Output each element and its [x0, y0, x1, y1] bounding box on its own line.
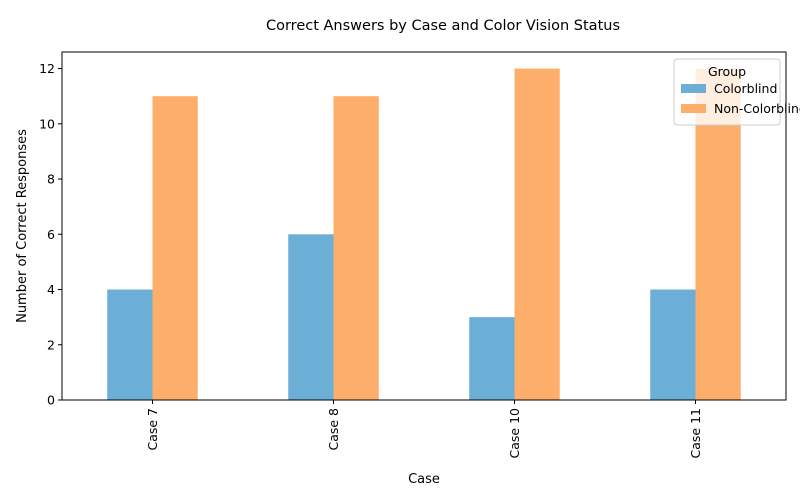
- bar-non-colorblind-case-8: [333, 96, 379, 400]
- y-axis: 0 2 4 6 8 10 12: [39, 61, 62, 408]
- x-tick-label: Case 11: [688, 408, 703, 458]
- y-tick-label: 6: [47, 227, 55, 242]
- y-tick-label: 12: [39, 61, 55, 76]
- x-tick-label: Case 8: [326, 408, 341, 451]
- bar-non-colorblind-case-10: [514, 68, 560, 400]
- y-tick-label: 4: [47, 282, 55, 297]
- legend: Group Colorblind Non-Colorblind: [673, 58, 800, 126]
- legend-label: Non-Colorblind: [714, 101, 800, 116]
- y-tick-label: 0: [47, 393, 55, 408]
- y-tick-label: 10: [39, 116, 55, 131]
- bar-non-colorblind-case-7: [152, 96, 198, 400]
- legend-title: Group: [708, 64, 746, 79]
- legend-swatch: [681, 84, 706, 93]
- x-tick-label: Case 7: [145, 408, 160, 451]
- y-axis-label: Number of Correct Responses: [15, 129, 30, 323]
- x-axis-label: Case: [408, 472, 440, 487]
- plot-frame: [61, 51, 787, 401]
- bar-colorblind-case-10: [469, 317, 515, 400]
- chart-title: Correct Answers by Case and Color Vision…: [266, 18, 620, 34]
- y-tick-label: 2: [47, 337, 55, 352]
- x-axis: Case 7 Case 8 Case 10 Case 11: [145, 400, 703, 458]
- legend-swatch: [681, 104, 706, 113]
- legend-label: Colorblind: [714, 81, 777, 96]
- y-tick-label: 8: [47, 172, 55, 187]
- bar-colorblind-case-11: [650, 289, 696, 400]
- bar-colorblind-case-8: [288, 234, 334, 400]
- bar-colorblind-case-7: [107, 289, 153, 400]
- x-tick-label: Case 10: [507, 408, 522, 459]
